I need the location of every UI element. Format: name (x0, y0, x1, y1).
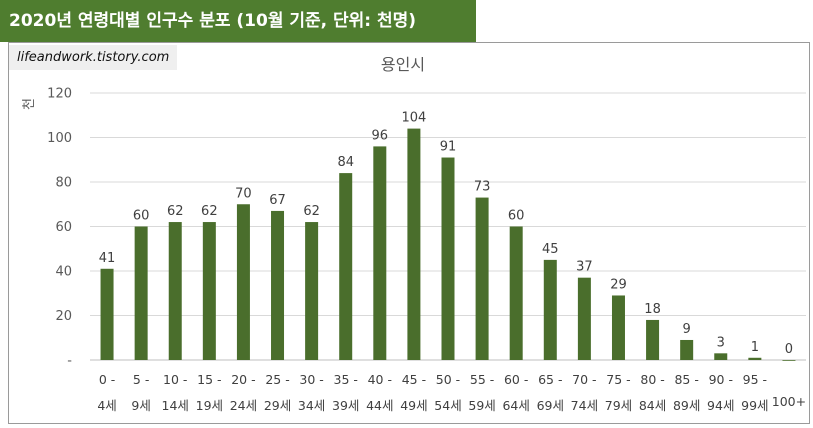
bar (134, 226, 148, 360)
y-tick-label: 100 (47, 131, 72, 146)
bar (475, 197, 489, 360)
bar (577, 277, 591, 360)
y-tick-label: 20 (55, 309, 72, 324)
data-label: 60 (508, 209, 525, 224)
data-label: 0 (785, 342, 793, 357)
y-tick-label: 40 (55, 265, 72, 280)
x-category-label: 84세 (639, 398, 666, 413)
data-label: 62 (303, 204, 320, 219)
chart-banner-title: 2020년 연령대별 인구수 분포 (10월 기준, 단위: 천명) (0, 0, 476, 42)
x-category-label: 15 - (197, 372, 221, 387)
x-category-label: 4세 (97, 398, 116, 413)
bar (271, 210, 285, 360)
bar (305, 222, 319, 360)
x-category-label: 65 - (538, 372, 562, 387)
y-axis-ticks: - 20 40 60 80 100 120 (47, 87, 72, 369)
x-category-label: 80 - (640, 372, 664, 387)
data-label: 62 (167, 204, 184, 219)
x-category-label: 24세 (230, 398, 257, 413)
x-category-label: 50 - (436, 372, 460, 387)
x-category-label: 35 - (334, 372, 358, 387)
x-category-label: 55 - (470, 372, 494, 387)
bar (100, 268, 114, 360)
bar (339, 173, 353, 360)
x-category-label: 59세 (468, 398, 495, 413)
x-category-label: 45 - (402, 372, 426, 387)
data-label: 1 (751, 340, 759, 355)
data-label: 45 (542, 242, 559, 257)
x-category-label: 74세 (571, 398, 598, 413)
x-category-label: 94세 (707, 398, 734, 413)
watermark: lifeandwork.tistory.com (9, 45, 178, 70)
x-category-label: 34세 (298, 398, 325, 413)
bar (202, 222, 216, 360)
data-label: 70 (235, 186, 252, 201)
x-category-label: 49세 (400, 398, 427, 413)
data-label: 62 (201, 204, 218, 219)
x-category-label: 100+ (772, 394, 806, 409)
x-category-label: 40 - (368, 372, 392, 387)
x-category-label: 70 - (572, 372, 596, 387)
data-label: 3 (717, 335, 725, 350)
bar (236, 204, 250, 360)
chart-title: 용인시 (381, 55, 425, 74)
x-category-label: 0 - (99, 372, 115, 387)
x-category-label: 44세 (366, 398, 393, 413)
bar (714, 353, 728, 360)
x-category-label: 9세 (131, 398, 150, 413)
x-category-label: 19세 (196, 398, 223, 413)
x-category-label: 89세 (673, 398, 700, 413)
x-category-label: 69세 (537, 398, 564, 413)
x-category-label: 79세 (605, 398, 632, 413)
x-axis-categories: 0 - 4세 5 - 9세 10 - 14세 15 - 19세 20 - 24세 25 - 29세 30… (97, 372, 806, 413)
data-labels: 41 60 62 62 70 67 62 84 96 104 91 73 60 45 37 29 18 9 3 1 0 (99, 111, 793, 357)
x-category-label: 14세 (162, 398, 189, 413)
y-axis-label: 천 (22, 98, 37, 110)
x-category-label: 85 - (674, 372, 698, 387)
x-category-label: 99세 (741, 398, 768, 413)
data-label: 9 (683, 322, 691, 337)
bar (611, 295, 625, 360)
bar (543, 259, 557, 360)
bar (748, 357, 762, 360)
bar (373, 146, 387, 360)
x-category-label: 75 - (606, 372, 630, 387)
x-category-label: 95 - (743, 372, 767, 387)
data-label: 18 (644, 302, 661, 317)
data-label: 84 (337, 155, 354, 170)
x-category-label: 64세 (502, 398, 529, 413)
x-category-label: 30 - (299, 372, 323, 387)
x-category-label: 39세 (332, 398, 359, 413)
bar (441, 157, 455, 360)
data-label: 96 (372, 128, 389, 143)
data-label: 104 (401, 111, 426, 126)
data-label: 29 (610, 277, 627, 292)
x-category-label: 60 - (504, 372, 528, 387)
x-category-label: 90 - (709, 372, 733, 387)
data-label: 37 (576, 260, 593, 275)
x-category-label: 5 - (133, 372, 149, 387)
x-category-label: 29세 (264, 398, 291, 413)
x-category-label: 20 - (231, 372, 255, 387)
x-category-label: 25 - (265, 372, 289, 387)
bar (509, 226, 523, 360)
y-tick-label: 80 (55, 176, 72, 191)
x-category-label: 54세 (434, 398, 461, 413)
y-tick-label: - (67, 354, 72, 369)
bars (100, 128, 796, 361)
data-label: 60 (133, 209, 150, 224)
bar (680, 339, 694, 360)
bar (782, 360, 796, 361)
bar (646, 319, 660, 360)
bar (407, 128, 421, 360)
bar (168, 222, 182, 360)
data-label: 41 (99, 251, 116, 266)
data-label: 91 (440, 140, 457, 155)
x-category-label: 10 - (163, 372, 187, 387)
data-label: 67 (269, 193, 286, 208)
data-label: 73 (474, 180, 491, 195)
y-tick-label: 60 (55, 220, 72, 235)
y-tick-label: 120 (47, 87, 72, 102)
